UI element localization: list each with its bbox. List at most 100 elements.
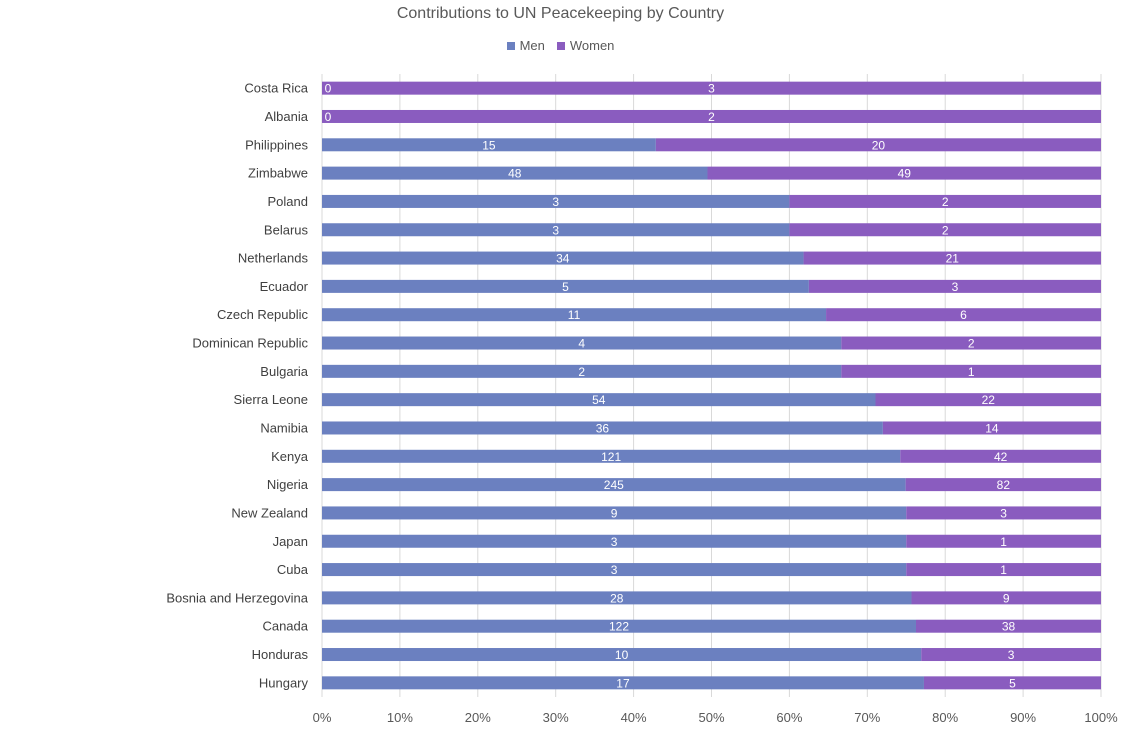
data-label-women: 3 (708, 82, 715, 96)
bar-men (322, 478, 906, 492)
bar-women (923, 676, 1101, 690)
data-label-men: 245 (604, 478, 624, 492)
data-label-women: 82 (997, 478, 1011, 492)
bar-men (322, 648, 922, 662)
data-label-men: 48 (508, 167, 522, 181)
legend-swatch-women (556, 41, 565, 50)
bar-men (322, 449, 901, 463)
data-label-men: 4 (578, 337, 585, 351)
category-label: Zimbabwe (248, 166, 308, 181)
bar-women (906, 506, 1101, 520)
bar-women (808, 279, 1101, 293)
legend-label-women: Women (569, 38, 615, 53)
bar-men (322, 563, 907, 577)
data-label-women: 2 (942, 195, 949, 209)
data-label-women: 3 (1008, 648, 1015, 662)
legend-item-women: Women (556, 38, 615, 53)
bar-men (322, 534, 907, 548)
x-tick-label: 10% (387, 710, 413, 725)
data-label-women: 1 (1000, 535, 1007, 549)
data-label-men: 5 (562, 280, 569, 294)
data-label-men: 0 (325, 110, 332, 124)
data-label-men: 34 (556, 252, 570, 266)
category-label: Belarus (264, 222, 309, 237)
category-label: Netherlands (238, 251, 309, 266)
bar-men (322, 393, 876, 407)
category-label: New Zealand (231, 505, 308, 520)
category-label: Czech Republic (217, 307, 309, 322)
bar-women (789, 194, 1101, 208)
chart-title: Contributions to UN Peacekeeping by Coun… (396, 5, 725, 22)
category-label: Sierra Leone (234, 392, 308, 407)
bar-men (322, 506, 907, 520)
data-label-men: 3 (611, 535, 618, 549)
data-label-women: 6 (960, 308, 967, 322)
x-tick-label: 90% (1010, 710, 1036, 725)
data-label-women: 9 (1003, 591, 1010, 605)
bar-women (789, 223, 1101, 237)
x-tick-label: 80% (932, 710, 958, 725)
data-label-women: 2 (968, 337, 975, 351)
x-tick-label: 40% (621, 710, 647, 725)
x-tick-label: 60% (776, 710, 802, 725)
bar-women (841, 336, 1101, 350)
data-label-men: 10 (615, 648, 629, 662)
bar-men (322, 138, 656, 152)
bar-men (322, 619, 916, 633)
x-tick-label: 50% (698, 710, 724, 725)
bar-men (322, 676, 924, 690)
bar-women (655, 138, 1101, 152)
bar-women (882, 421, 1101, 435)
data-label-women: 1 (968, 365, 975, 379)
data-label-women: 2 (708, 110, 715, 124)
x-tick-label: 100% (1084, 710, 1118, 725)
bar-women (322, 81, 1101, 95)
bar-women (915, 619, 1101, 633)
bar-women (875, 393, 1101, 407)
data-label-men: 36 (596, 421, 610, 435)
data-label-men: 3 (552, 195, 559, 209)
data-label-men: 3 (611, 563, 618, 577)
category-label: Namibia (260, 420, 308, 435)
data-label-women: 21 (946, 252, 960, 266)
x-tick-label: 20% (465, 710, 491, 725)
bar-women (826, 308, 1101, 322)
data-label-men: 121 (601, 450, 621, 464)
data-label-men: 0 (325, 82, 332, 96)
data-label-women: 3 (1000, 506, 1007, 520)
data-label-women: 2 (942, 223, 949, 237)
data-label-men: 17 (616, 676, 630, 690)
bar-women (906, 534, 1101, 548)
bar-women (905, 478, 1101, 492)
x-tick-label: 30% (543, 710, 569, 725)
bar-men (322, 194, 790, 208)
category-label: Honduras (252, 647, 309, 662)
bar-women (841, 364, 1101, 378)
bar-men (322, 421, 883, 435)
category-label: Albania (265, 109, 309, 124)
data-label-men: 28 (610, 591, 624, 605)
data-label-women: 22 (982, 393, 996, 407)
bar-women (803, 251, 1101, 265)
bar-men (322, 591, 912, 605)
bar-men (322, 336, 842, 350)
category-label: Poland (268, 194, 308, 209)
bar-men (322, 364, 842, 378)
data-label-men: 2 (578, 365, 585, 379)
category-label: Ecuador (260, 279, 309, 294)
legend: Men Women (0, 38, 1121, 53)
category-label: Dominican Republic (192, 336, 308, 351)
data-label-women: 49 (898, 167, 912, 181)
data-label-men: 3 (552, 223, 559, 237)
x-tick-label: 0% (313, 710, 332, 725)
x-tick-label: 70% (854, 710, 880, 725)
category-label: Philippines (245, 137, 308, 152)
bar-women (906, 563, 1101, 577)
category-label: Canada (262, 619, 308, 634)
category-label: Japan (273, 534, 308, 549)
category-label: Cuba (277, 562, 309, 577)
bar-women (911, 591, 1101, 605)
data-label-women: 1 (1000, 563, 1007, 577)
bar-women (707, 166, 1101, 180)
